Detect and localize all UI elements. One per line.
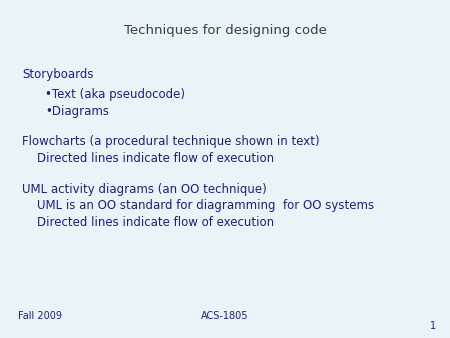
Text: UML activity diagrams (an OO technique): UML activity diagrams (an OO technique) bbox=[22, 183, 267, 195]
Text: •Text (aka pseudocode): •Text (aka pseudocode) bbox=[45, 88, 185, 101]
Text: UML is an OO standard for diagramming  for OO systems: UML is an OO standard for diagramming fo… bbox=[22, 199, 374, 212]
Text: Fall 2009: Fall 2009 bbox=[18, 311, 62, 321]
Text: ACS-1805: ACS-1805 bbox=[201, 311, 249, 321]
Text: Techniques for designing code: Techniques for designing code bbox=[124, 24, 326, 37]
Text: •Diagrams: •Diagrams bbox=[45, 105, 109, 118]
Text: Flowcharts (a procedural technique shown in text): Flowcharts (a procedural technique shown… bbox=[22, 135, 320, 148]
Text: Directed lines indicate flow of execution: Directed lines indicate flow of executio… bbox=[22, 216, 274, 229]
Text: Directed lines indicate flow of execution: Directed lines indicate flow of executio… bbox=[22, 152, 274, 165]
Text: Storyboards: Storyboards bbox=[22, 68, 94, 80]
Text: 1: 1 bbox=[430, 321, 436, 331]
